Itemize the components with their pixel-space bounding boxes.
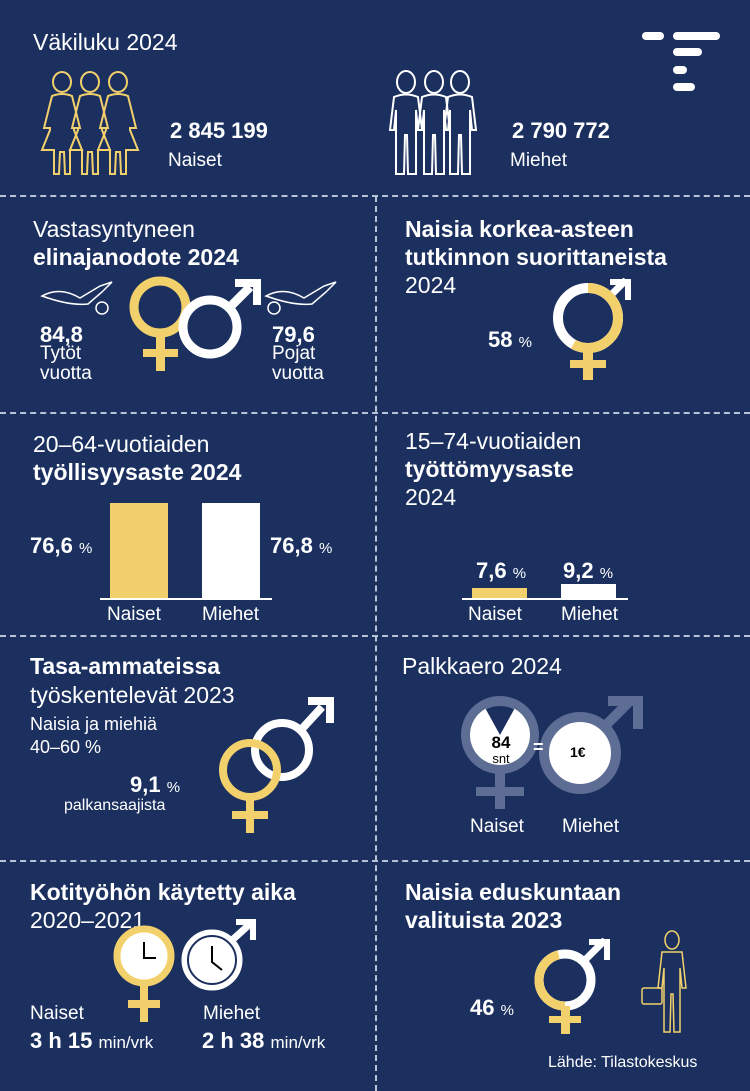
overlapping-gender-symbols-icon <box>219 697 334 833</box>
men-housework-time: 2 h 38 <box>202 1028 265 1053</box>
higher-education-value: 58 <box>488 327 513 352</box>
life-expectancy-title-line2: elinajanodote 2024 <box>33 244 239 270</box>
parliament-title-line2: valituista 2023 <box>405 907 563 933</box>
girls-life-expectancy-value: 84,8 <box>40 322 83 347</box>
women-label: Naiset <box>470 816 524 837</box>
population-title: Väkiluku 2024 <box>33 29 178 55</box>
women-label: Naiset <box>30 1003 84 1024</box>
equal-occupations-value: 9,1 <box>130 772 161 797</box>
men-label: Miehet <box>561 604 619 625</box>
stork-icon <box>40 281 113 315</box>
men-label: Miehet <box>202 604 260 625</box>
life-expectancy-title-line1: Vastasyntyneen <box>33 216 195 242</box>
percent-unit: % <box>78 540 93 557</box>
stork-icon <box>264 281 337 315</box>
men-group-icon <box>388 70 477 175</box>
pay-gap-title: Palkkaero 2024 <box>402 653 562 679</box>
employment-title-line2: työllisyysaste 2024 <box>33 459 242 485</box>
percent-unit: % <box>512 565 527 582</box>
men-label: Miehet <box>562 816 620 837</box>
women-group-icon <box>40 71 139 175</box>
female-male-symbols-icon <box>129 276 261 371</box>
women-housework-time: 3 h 15 <box>30 1028 93 1053</box>
women-employment-bar <box>110 503 168 599</box>
pay-gap-symbols-icon <box>461 696 643 809</box>
parliament-value: 46 <box>470 995 495 1020</box>
women-unemployment-bar <box>472 588 527 598</box>
clock-gender-symbols-icon <box>113 919 256 1022</box>
higher-education-title-line3: 2024 <box>405 272 457 298</box>
girls-label: Tytöt <box>40 343 82 364</box>
percent-unit: % <box>318 540 333 557</box>
axis-line <box>100 598 272 600</box>
women-pay-value: 84 <box>491 733 511 752</box>
higher-education-title-line2: tutkinnon suorittaneista <box>405 244 667 270</box>
equals-sign: = <box>533 737 544 757</box>
unemployment-title-line2: työttömyysaste <box>405 456 574 482</box>
boys-life-expectancy-value: 79,6 <box>272 322 315 347</box>
housework-title-line1: Kotityöhön käytetty aika <box>30 879 296 905</box>
men-unemployment-value: 9,2 <box>563 558 594 583</box>
women-population-label: Naiset <box>168 150 222 171</box>
unemployment-title-line3: 2024 <box>405 484 457 510</box>
men-population-value: 2 790 772 <box>512 118 610 143</box>
women-label: Naiset <box>468 604 522 625</box>
housework-title-line2: 2020–2021 <box>30 907 146 933</box>
parliament-title-line1: Naisia eduskuntaan <box>405 879 622 905</box>
parliament-gender-donut-icon <box>534 938 610 1034</box>
equal-occupations-title-line1: Tasa-ammateissa <box>30 653 221 679</box>
percent-unit: % <box>518 334 532 351</box>
percent-unit: % <box>166 779 181 796</box>
women-label: Naiset <box>107 604 161 625</box>
women-population-value: 2 845 199 <box>170 118 268 143</box>
equal-occupations-value-label: palkansaajista <box>64 797 166 814</box>
employment-title-line1: 20–64-vuotiaiden <box>33 431 210 457</box>
unemployment-title-line1: 15–74-vuotiaiden <box>405 428 582 454</box>
time-unit: min/vrk <box>98 1033 154 1052</box>
men-label: Miehet <box>203 1003 261 1024</box>
girls-unit: vuotta <box>40 363 92 384</box>
boys-unit: vuotta <box>272 363 324 384</box>
time-unit: min/vrk <box>270 1033 326 1052</box>
men-employment-bar <box>202 503 260 599</box>
percent-unit: % <box>599 565 614 582</box>
boys-label: Pojat <box>272 343 316 364</box>
equal-occupations-sub-line2: 40–60 % <box>30 737 102 757</box>
statistics-finland-logo <box>642 32 720 91</box>
women-employment-value: 76,6 <box>30 533 73 558</box>
men-population-label: Miehet <box>510 150 568 171</box>
women-pay-unit: snt <box>492 751 510 766</box>
women-unemployment-value: 7,6 <box>476 558 507 583</box>
equal-occupations-title-line2: työskentelevät 2023 <box>30 682 235 708</box>
percent-unit: % <box>500 1002 514 1019</box>
higher-education-title-line1: Naisia korkea-asteen <box>405 216 634 242</box>
divider-vertical <box>375 196 377 1091</box>
men-employment-value: 76,8 <box>270 533 313 558</box>
source-text: Lähde: Tilastokeskus <box>548 1054 698 1071</box>
equal-occupations-sub-line1: Naisia ja miehiä <box>30 714 158 734</box>
politician-with-briefcase-icon <box>641 930 687 1033</box>
axis-line <box>462 598 628 600</box>
education-gender-donut-icon <box>553 278 631 380</box>
men-unemployment-bar <box>561 584 616 598</box>
men-pay-value: 1€ <box>570 744 586 760</box>
